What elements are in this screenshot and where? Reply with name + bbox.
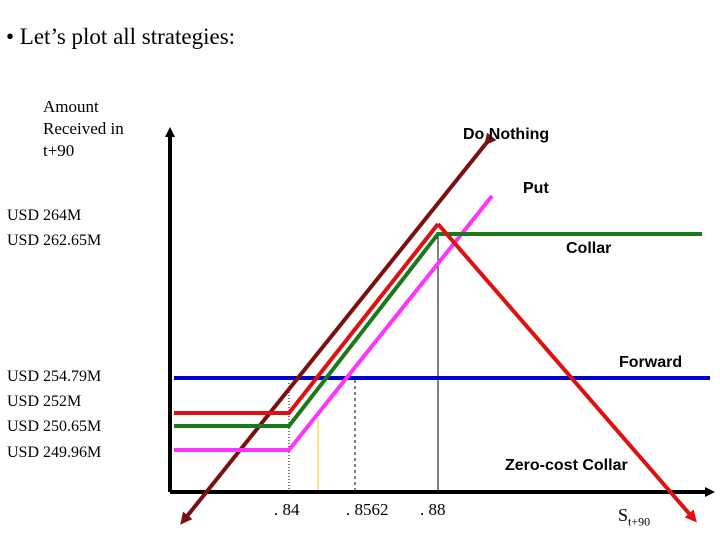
y-axis-label-line-1: Amount (43, 97, 99, 116)
slide-heading: • Let’s plot all strategies: (6, 24, 236, 49)
x-axis-label-sub: t+90 (628, 514, 651, 529)
x-tick-08562: . 8562 (346, 500, 389, 519)
y-tick-249-96: USD 249.96M (7, 444, 102, 461)
label-forward: Forward (619, 354, 683, 371)
label-zero-cost-collar: Zero-cost Collar (505, 457, 628, 474)
do-nothing-line (180, 132, 497, 525)
y-tick-250-65: USD 250.65M (7, 418, 102, 435)
x-tick-088: . 88 (420, 500, 446, 519)
y-tick-252: USD 252M (7, 393, 82, 410)
y-axis-label-line-3: t+90 (43, 141, 75, 160)
label-do-nothing: Do Nothing (463, 126, 550, 143)
x-axis-label-main: S (618, 505, 629, 525)
y-tick-254-79: USD 254.79M (7, 368, 102, 385)
zero-cost-collar-line (174, 222, 440, 415)
y-axis-label-line-2: Received in (43, 119, 124, 138)
x-tick-084: . 84 (274, 500, 300, 519)
y-tick-264: USD 264M (7, 207, 82, 224)
collar-line (174, 232, 702, 428)
zero-cost-collar-decline-line (436, 222, 697, 523)
put-line (174, 194, 494, 452)
x-axis-label: St+90 (618, 505, 650, 530)
label-put: Put (523, 180, 549, 197)
label-collar: Collar (566, 240, 612, 257)
y-axis-label: Amount Received in t+90 (43, 96, 153, 162)
y-tick-262-65: USD 262.65M (7, 232, 102, 249)
